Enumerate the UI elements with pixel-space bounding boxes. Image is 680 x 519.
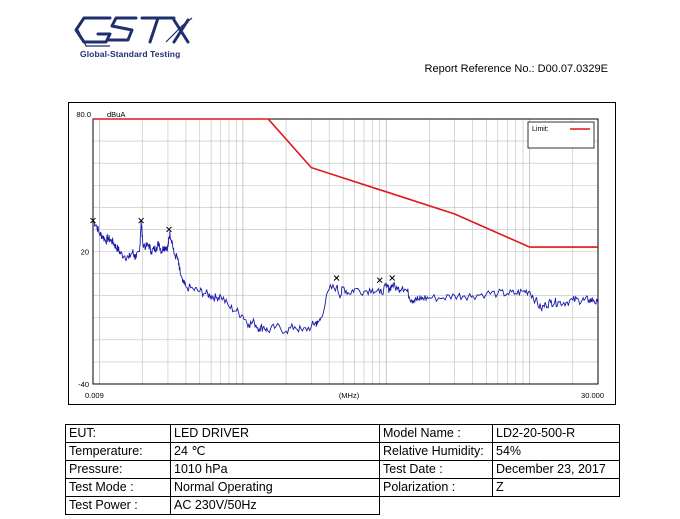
value-cell: 1010 hPa: [170, 460, 380, 479]
emission-chart-svg: 80.0 dBuA 20 -40 0.009 (MHz) 30.000 Limit:: [76, 110, 604, 400]
value-cell: 54%: [492, 442, 620, 461]
chart-grid: [92, 118, 599, 385]
value-cell: LED DRIVER: [170, 424, 380, 443]
legend-box: [527, 121, 595, 149]
peak-marker-stroke: [90, 217, 96, 224]
emission-chart: 80.0 dBuA 20 -40 0.009 (MHz) 30.000 Limit:: [68, 102, 616, 405]
value-cell: LD2-20-500-R: [492, 424, 620, 443]
label-cell: Test Power :: [65, 496, 171, 515]
label-cell: Temperature:: [65, 442, 171, 461]
table-row: Test Mode : Normal Operating Polarizatio…: [65, 478, 620, 497]
peak-marker: [333, 275, 340, 281]
y-axis-unit: dBuA: [107, 110, 125, 119]
peak-marker: [389, 275, 396, 281]
label-cell: Model Name :: [379, 424, 493, 443]
label-cell: Relative Humidity:: [379, 442, 493, 461]
peak-marker: [138, 217, 144, 224]
peak-marker: [90, 217, 96, 224]
measurement-line: [92, 220, 599, 335]
company-logo: [70, 8, 220, 64]
table-row: EUT: LED DRIVER Model Name : LD2-20-500-…: [65, 424, 620, 443]
peak-marker-stroke: [389, 275, 396, 281]
table-row: Temperature: 24 ℃ Relative Humidity: 54%: [65, 442, 620, 461]
plot-border: [92, 118, 599, 385]
peak-marker-stroke: [166, 226, 172, 233]
label-cell: EUT:: [65, 424, 171, 443]
y-tick-label: 80.0: [76, 110, 91, 119]
label-cell: Pressure:: [65, 460, 171, 479]
x-tick-label: 30.000: [581, 391, 604, 400]
value-cell: Z: [492, 478, 620, 497]
peak-marker: [376, 277, 383, 284]
chart-axis-labels: 80.0 dBuA 20 -40 0.009 (MHz) 30.000: [76, 110, 604, 400]
logo-caption: Global-Standard Testing: [80, 49, 181, 59]
value-cell: 24 ℃: [170, 442, 380, 461]
value-cell: Normal Operating: [170, 478, 380, 497]
peak-marker-stroke: [376, 277, 383, 284]
gst-logo-icon: [74, 16, 193, 47]
report-reference: Report Reference No.: D00.07.0329E: [424, 63, 608, 75]
limit-line: [93, 118, 598, 248]
table-row: Pressure: 1010 hPa Test Date : December …: [65, 460, 620, 479]
x-axis-unit: (MHz): [339, 391, 360, 400]
y-tick-label: 20: [81, 248, 89, 257]
label-cell: Test Mode :: [65, 478, 171, 497]
value-cell: December 23, 2017: [492, 460, 620, 479]
chart-legend: Limit:: [527, 121, 595, 149]
legend-label: Limit:: [532, 126, 549, 133]
peak-marker: [166, 226, 172, 233]
y-tick-label: -40: [78, 380, 89, 389]
value-cell: AC 230V/50Hz: [170, 496, 380, 515]
table-row: Test Power : AC 230V/50Hz: [65, 496, 620, 515]
chart-series: [92, 118, 599, 335]
x-tick-label: 0.009: [85, 391, 104, 400]
chart-peak-markers: [90, 217, 396, 284]
test-info-table: EUT: LED DRIVER Model Name : LD2-20-500-…: [65, 424, 620, 515]
label-cell: Test Date :: [379, 460, 493, 479]
label-cell: Polarization :: [379, 478, 493, 497]
peak-marker-stroke: [333, 275, 340, 281]
peak-marker-stroke: [138, 217, 144, 224]
